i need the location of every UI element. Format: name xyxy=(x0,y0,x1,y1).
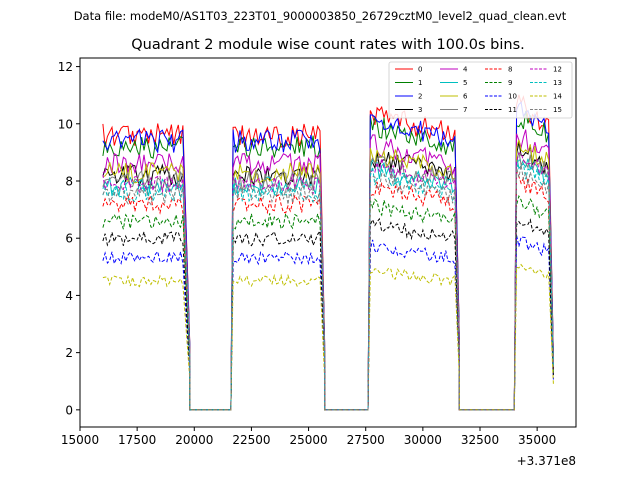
series-line-12 xyxy=(102,152,554,411)
series-line-1 xyxy=(102,110,554,411)
legend-label-4: 4 xyxy=(463,66,468,74)
legend-label-15: 15 xyxy=(553,106,562,114)
plot-lines xyxy=(102,94,554,411)
legend-label-5: 5 xyxy=(463,79,467,87)
y-tick-label: 0 xyxy=(65,403,73,417)
series-line-3 xyxy=(102,142,554,411)
series-line-7 xyxy=(102,151,554,411)
chart-title: Quadrant 2 module wise count rates with … xyxy=(131,37,525,53)
y-tick-label: 12 xyxy=(58,60,73,74)
y-tick-label: 2 xyxy=(65,346,73,360)
x-tick-label: 25000 xyxy=(289,433,327,447)
series-line-8 xyxy=(102,171,554,411)
legend-label-3: 3 xyxy=(418,106,422,114)
series-line-5 xyxy=(102,155,554,411)
y-tick-label: 6 xyxy=(65,232,73,246)
x-tick-label: 35000 xyxy=(518,433,556,447)
chart-suptitle: Data file: modeM0/AS1T03_223T01_90000038… xyxy=(74,9,567,23)
legend-label-6: 6 xyxy=(463,93,468,101)
legend-label-1: 1 xyxy=(418,79,422,87)
legend-box xyxy=(388,61,573,119)
legend-label-9: 9 xyxy=(508,79,512,87)
legend-label-0: 0 xyxy=(418,66,422,74)
legend-label-12: 12 xyxy=(553,66,562,74)
x-offset-label: +3.371e8 xyxy=(517,454,576,468)
series-line-2 xyxy=(102,101,554,411)
series-line-14 xyxy=(102,263,554,411)
x-tick-label: 15000 xyxy=(61,433,99,447)
series-line-6 xyxy=(102,139,554,411)
legend-label-7: 7 xyxy=(463,106,467,114)
legend-label-13: 13 xyxy=(553,79,562,87)
series-line-11 xyxy=(102,217,554,411)
y-tick-label: 4 xyxy=(65,289,73,303)
x-axis: 15000 17500 20000 22500 25000 27500 30000 32500… xyxy=(61,427,556,447)
legend-label-10: 10 xyxy=(508,93,517,101)
x-tick-label: 30000 xyxy=(404,433,442,447)
legend-label-14: 14 xyxy=(553,93,562,101)
legend-label-2: 2 xyxy=(418,93,422,101)
series-line-9 xyxy=(102,194,554,411)
series-line-4 xyxy=(102,129,554,411)
y-axis: 0 2 4 6 8 10 12 xyxy=(58,60,80,417)
y-tick-label: 10 xyxy=(58,117,73,131)
x-tick-label: 32500 xyxy=(461,433,499,447)
x-tick-label: 17500 xyxy=(118,433,156,447)
y-tick-label: 8 xyxy=(65,175,73,189)
series-line-10 xyxy=(102,235,554,411)
x-tick-label: 22500 xyxy=(232,433,270,447)
plot-frame xyxy=(79,57,577,428)
x-tick-label: 20000 xyxy=(175,433,213,447)
series-line-15 xyxy=(102,165,554,411)
legend-label-8: 8 xyxy=(508,66,512,74)
series-line-13 xyxy=(102,159,554,411)
legend-label-11: 11 xyxy=(508,106,517,114)
x-tick-label: 27500 xyxy=(347,433,385,447)
